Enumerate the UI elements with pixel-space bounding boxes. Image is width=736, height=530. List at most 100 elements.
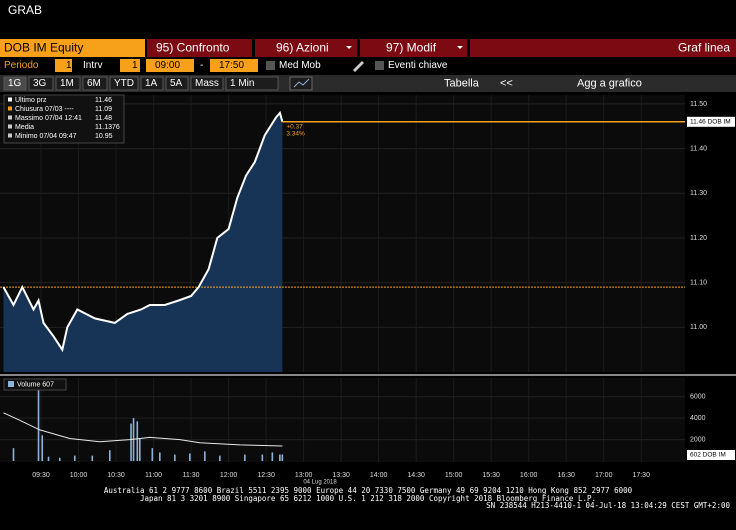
- date-label: 04 Lug 2018: [303, 480, 337, 486]
- volume-bar: [271, 452, 274, 461]
- volume-bar: [136, 421, 139, 461]
- add-button[interactable]: Agg a grafico: [577, 77, 642, 89]
- volume-bar: [281, 454, 284, 461]
- menu-button[interactable]: [255, 39, 357, 57]
- volume-average: [3, 412, 283, 447]
- x-tick-label: 15:00: [445, 472, 463, 479]
- volume-bar: [244, 454, 246, 461]
- menu-label[interactable]: 96) Azioni: [276, 41, 329, 55]
- x-tick-label: 16:00: [520, 472, 538, 479]
- range-button[interactable]: [28, 76, 54, 91]
- volume-bar: [189, 453, 191, 461]
- y-tick-label: 11.50: [690, 101, 707, 108]
- change-pct: 3.34%: [286, 131, 305, 138]
- start-time[interactable]: 09:00: [155, 60, 180, 71]
- volume-bar: [204, 451, 206, 461]
- volume-bar: [279, 454, 281, 461]
- security[interactable]: DOB IM Equity: [4, 41, 83, 55]
- range-button[interactable]: [3, 76, 27, 91]
- range-label[interactable]: YTD: [114, 78, 134, 89]
- interval-label: Intrv: [83, 60, 102, 71]
- volume-bar: [151, 448, 154, 461]
- footer: Australia 61 2 9777 8600 Brazil 5511 239…: [104, 486, 731, 510]
- range-label[interactable]: 1G: [8, 78, 22, 89]
- y-tick-label: 11.10: [690, 279, 707, 286]
- back-button[interactable]: <<: [500, 77, 513, 89]
- x-tick-label: 12:30: [257, 472, 275, 479]
- range-button[interactable]: [190, 76, 224, 91]
- legend-swatch: [8, 97, 12, 102]
- legend-label: Chiusura 07/03 ----: [15, 106, 74, 113]
- table-button[interactable]: Tabella: [444, 77, 480, 89]
- period-label: Periodo: [4, 60, 39, 71]
- footer-line: Japan 81 3 3201 8900 Singapore 65 6212 1…: [140, 494, 596, 503]
- range-button[interactable]: [165, 76, 189, 91]
- legend-swatch: [8, 106, 12, 111]
- x-tick-label: 14:00: [370, 472, 388, 479]
- volume-panel: [0, 378, 685, 462]
- legend-swatch: [8, 133, 12, 138]
- x-tick-label: 13:00: [295, 472, 313, 479]
- range-button[interactable]: [140, 76, 164, 91]
- end-time[interactable]: 17:50: [219, 60, 244, 71]
- volume-legend-box: [3, 378, 67, 391]
- range-label[interactable]: 3G: [33, 78, 47, 89]
- range-buttons: 1G 3G 1M 6M YTD 1A 5A Mass 1 Min: [3, 76, 279, 91]
- volume-bar: [261, 454, 264, 461]
- range-button[interactable]: [55, 76, 81, 91]
- range-label[interactable]: 5A: [170, 78, 183, 89]
- checkbox[interactable]: [375, 61, 384, 70]
- checkbox[interactable]: [266, 61, 275, 70]
- volume-bar: [47, 456, 50, 461]
- y-tick-label: 4000: [690, 415, 706, 422]
- volume-bar: [219, 455, 221, 461]
- chart-icon: [293, 78, 310, 88]
- menu-label[interactable]: 97) Modif: [386, 41, 437, 55]
- pencil-icon[interactable]: [353, 61, 364, 72]
- chart-type-bar: [470, 39, 736, 57]
- range-label[interactable]: 1 Min: [230, 78, 254, 89]
- legend-value: 11.48: [95, 115, 112, 122]
- range-label[interactable]: 1M: [60, 78, 74, 89]
- y-tick-label: 11.40: [690, 145, 707, 152]
- menu-button[interactable]: [147, 39, 252, 57]
- range-label[interactable]: Mass: [195, 78, 219, 89]
- range-button[interactable]: [109, 76, 139, 91]
- range-label[interactable]: 6M: [87, 78, 101, 89]
- legend-swatch: [8, 124, 12, 129]
- volume-bar: [159, 452, 161, 461]
- y-tick-label: 2000: [690, 436, 706, 443]
- volume-bar: [174, 454, 176, 461]
- y-tick-label: 11.00: [690, 324, 707, 331]
- range-label[interactable]: 1A: [145, 78, 158, 89]
- legend-label: Media: [15, 124, 34, 131]
- x-tick-label: 10:30: [107, 472, 125, 479]
- change: +0.37: [286, 124, 303, 131]
- y-tick-label: 6000: [690, 394, 706, 401]
- x-tick-label: 17:00: [595, 472, 613, 479]
- last-price-label: 11.46 DOB IM: [690, 119, 731, 126]
- legend-box: [3, 94, 125, 144]
- x-tick-label: 13:30: [332, 472, 350, 479]
- period[interactable]: 1: [66, 60, 72, 71]
- interval-box[interactable]: [120, 59, 140, 72]
- events[interactable]: Eventi chiave: [388, 60, 448, 71]
- interval[interactable]: 1: [132, 60, 138, 71]
- moving-avg[interactable]: Med Mob: [279, 60, 321, 71]
- period-box[interactable]: [55, 59, 72, 72]
- x-tick-label: 15:30: [482, 472, 500, 479]
- menu-label[interactable]: 95) Confronto: [156, 41, 230, 55]
- window-title: GRAB: [8, 3, 42, 17]
- start-box[interactable]: [146, 59, 194, 72]
- last-price-box: [687, 116, 735, 127]
- x-tick-label: 11:00: [145, 472, 162, 479]
- menu-button[interactable]: [360, 39, 467, 57]
- range-button[interactable]: [225, 76, 279, 91]
- legend-label: Ultimo prz: [15, 97, 47, 104]
- end-box[interactable]: [210, 59, 258, 72]
- x-tick-label: 09:30: [32, 472, 50, 479]
- security-box[interactable]: [0, 39, 145, 57]
- dropdown-arrow: [346, 46, 352, 49]
- range-button[interactable]: [82, 76, 108, 91]
